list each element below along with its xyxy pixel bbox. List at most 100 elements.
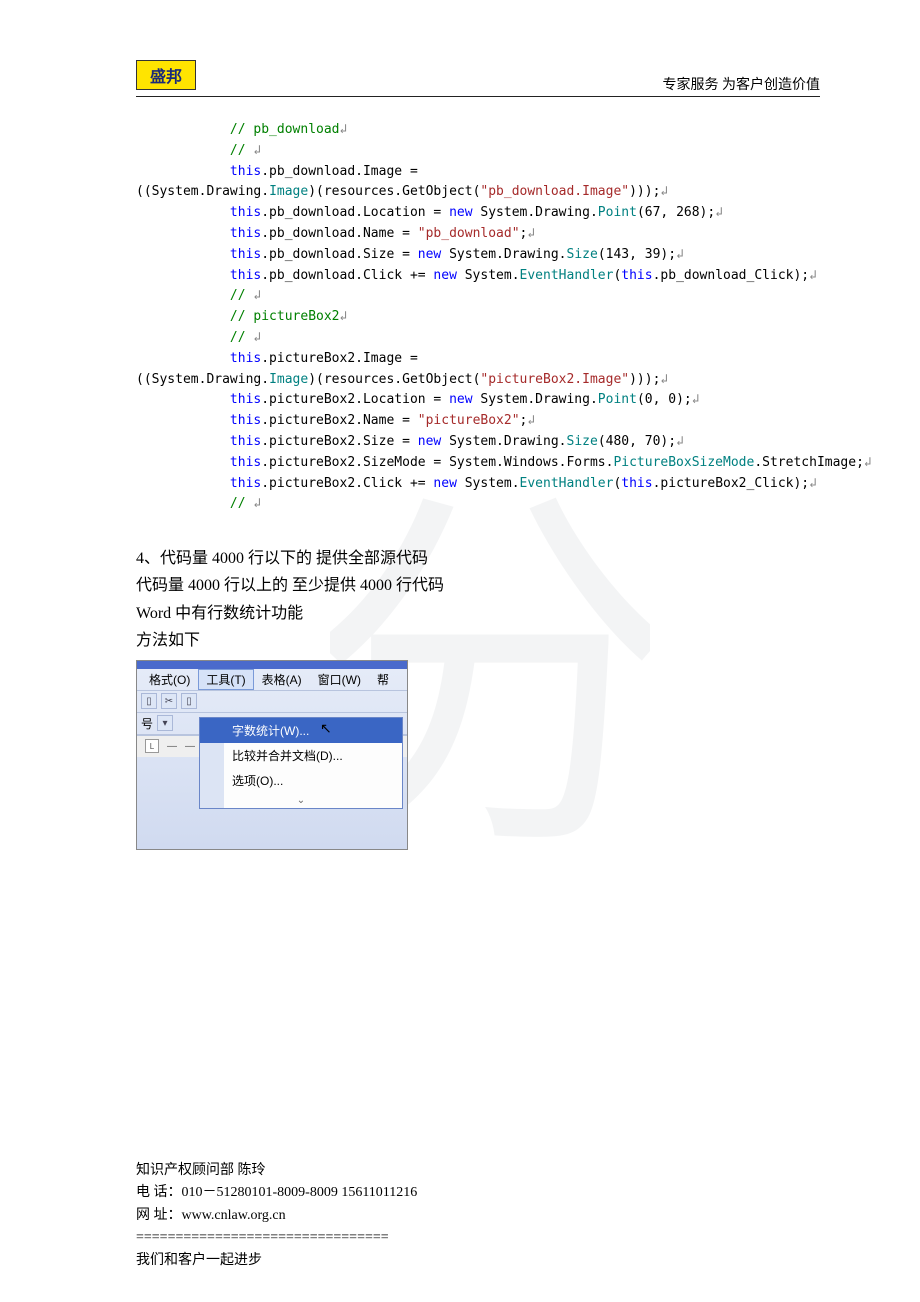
menu-help[interactable]: 帮 (369, 669, 397, 690)
header-rule (136, 96, 820, 97)
kw-this: this (230, 226, 261, 241)
code-line: )(resources.GetObject( (308, 372, 480, 387)
code-line: ))); (629, 372, 660, 387)
menu-table[interactable]: 表格(A) (254, 669, 310, 690)
code-line: .pb_download.Name = (261, 226, 418, 241)
kw-this: this (230, 268, 261, 283)
kw-this: this (230, 247, 261, 262)
code-line: // (230, 288, 253, 303)
code-line: System.Drawing. (473, 392, 598, 407)
kw-new: new (433, 476, 456, 491)
code-line: // pictureBox2 (230, 309, 340, 324)
menu-icon-strip (200, 793, 224, 808)
kw-type: Point (598, 392, 637, 407)
header-slogan: 专家服务 为客户创造价值 (663, 74, 821, 94)
kw-type: EventHandler (520, 476, 614, 491)
code-line: .pb_download_Click); (653, 268, 810, 283)
code-line: .pictureBox2_Click); (653, 476, 810, 491)
kw-type: PictureBoxSizeMode (613, 455, 754, 470)
code-line: ((System.Drawing. (136, 372, 269, 387)
footer-line: 网 址：www.cnlaw.org.cn (136, 1205, 417, 1227)
kw-type: Size (567, 434, 598, 449)
logo-text: 盛邦 (150, 63, 182, 87)
code-line: (480, 70); (598, 434, 676, 449)
menu-window[interactable]: 窗口(W) (310, 669, 369, 690)
code-line: // (230, 143, 253, 158)
code-line: .pictureBox2.Size = (261, 434, 418, 449)
menubar: 格式(O) 工具(T) 表格(A) 窗口(W) 帮 (137, 669, 407, 691)
code-line: System.Drawing. (441, 247, 566, 262)
code-line: // pb_download (230, 122, 340, 137)
code-line: (67, 268); (637, 205, 715, 220)
section-text: 4、代码量 4000 行以下的 提供全部源代码 代码量 4000 行以上的 至少… (136, 545, 820, 654)
code-line: .pb_download.Image = (261, 164, 418, 179)
ruler-btn[interactable]: L (145, 739, 159, 753)
kw-this: this (230, 205, 261, 220)
kw-type: Size (567, 247, 598, 262)
kw-this: this (230, 392, 261, 407)
cut-icon[interactable]: ✂ (161, 693, 177, 709)
menuitem-word-count[interactable]: 字数统计(W)... ↖ (200, 718, 402, 743)
menuitem-label: 字数统计(W)... (232, 724, 309, 738)
para: Word 中有行数统计功能 (136, 600, 820, 627)
cursor-icon: ↖ (320, 720, 332, 737)
logo: 盛邦 (136, 60, 196, 90)
word-menu-screenshot: 格式(O) 工具(T) 表格(A) 窗口(W) 帮 ▯ ✂ ▯ 号 ▾ L — … (136, 660, 408, 850)
code-line: (143, 39); (598, 247, 676, 262)
code-line: ((System.Drawing. (136, 184, 269, 199)
para: 代码量 4000 行以上的 至少提供 4000 行代码 (136, 572, 820, 599)
kw-type: Image (269, 372, 308, 387)
kw-type: Image (269, 184, 308, 199)
code-block: // pb_download↲ // ↲ this.pb_download.Im… (136, 120, 820, 515)
titlebar-strip (137, 661, 407, 669)
footer-line: 电 话：010－51280101-8009-8009 15611011216 (136, 1182, 417, 1204)
code-line: System.Drawing. (441, 434, 566, 449)
toolbar-btn[interactable]: ▯ (141, 693, 157, 709)
kw-this: this (230, 476, 261, 491)
code-line: System. (457, 476, 520, 491)
menu-icon-strip (200, 743, 224, 768)
code-line: System. (457, 268, 520, 283)
code-line: // (230, 330, 253, 345)
kw-new: new (433, 268, 456, 283)
code-line: (0, 0); (637, 392, 692, 407)
str: "pictureBox2" (418, 413, 520, 428)
menu-tools[interactable]: 工具(T) (198, 669, 253, 690)
kw-type: EventHandler (520, 268, 614, 283)
ruler-tick: — (167, 741, 177, 752)
code-line: .pictureBox2.Name = (261, 413, 418, 428)
kw-new: new (418, 247, 441, 262)
menu-icon-strip (200, 768, 224, 793)
toolbar: ▯ ✂ ▯ (137, 691, 407, 713)
kw-new: new (449, 205, 472, 220)
menuitem-options[interactable]: 选项(O)... (200, 768, 402, 793)
menu-expand-chevron[interactable]: ⌄ (200, 793, 402, 808)
kw-new: new (449, 392, 472, 407)
kw-this: this (230, 164, 261, 179)
footer-line: 我们和客户一起进步 (136, 1250, 417, 1272)
kw-type: Point (598, 205, 637, 220)
menu-format[interactable]: 格式(O) (141, 669, 198, 690)
menuitem-label: 比较并合并文档(D)... (232, 749, 343, 763)
menuitem-compare-merge[interactable]: 比较并合并文档(D)... (200, 743, 402, 768)
code-line: .pictureBox2.Click += (261, 476, 433, 491)
kw-new: new (418, 434, 441, 449)
kw-this: this (230, 413, 261, 428)
tools-dropdown: 字数统计(W)... ↖ 比较并合并文档(D)... 选项(O)... ⌄ (199, 717, 403, 809)
str: "pb_download.Image" (480, 184, 629, 199)
footer-line: 知识产权顾问部 陈玲 (136, 1160, 417, 1182)
kw-this: this (230, 434, 261, 449)
para: 4、代码量 4000 行以下的 提供全部源代码 (136, 545, 820, 572)
dropdown-icon[interactable]: ▾ (157, 715, 173, 731)
font-label: 号 (141, 715, 153, 732)
kw-this: this (230, 455, 261, 470)
menu-icon-strip (200, 718, 224, 743)
para: 方法如下 (136, 627, 820, 654)
code-line: // (230, 496, 253, 511)
chevron-down-icon: ⌄ (297, 795, 305, 806)
toolbar-btn[interactable]: ▯ (181, 693, 197, 709)
code-line: ))); (629, 184, 660, 199)
code-line: .pictureBox2.Location = (261, 392, 449, 407)
code-line: )(resources.GetObject( (308, 184, 480, 199)
code-line: .pb_download.Size = (261, 247, 418, 262)
